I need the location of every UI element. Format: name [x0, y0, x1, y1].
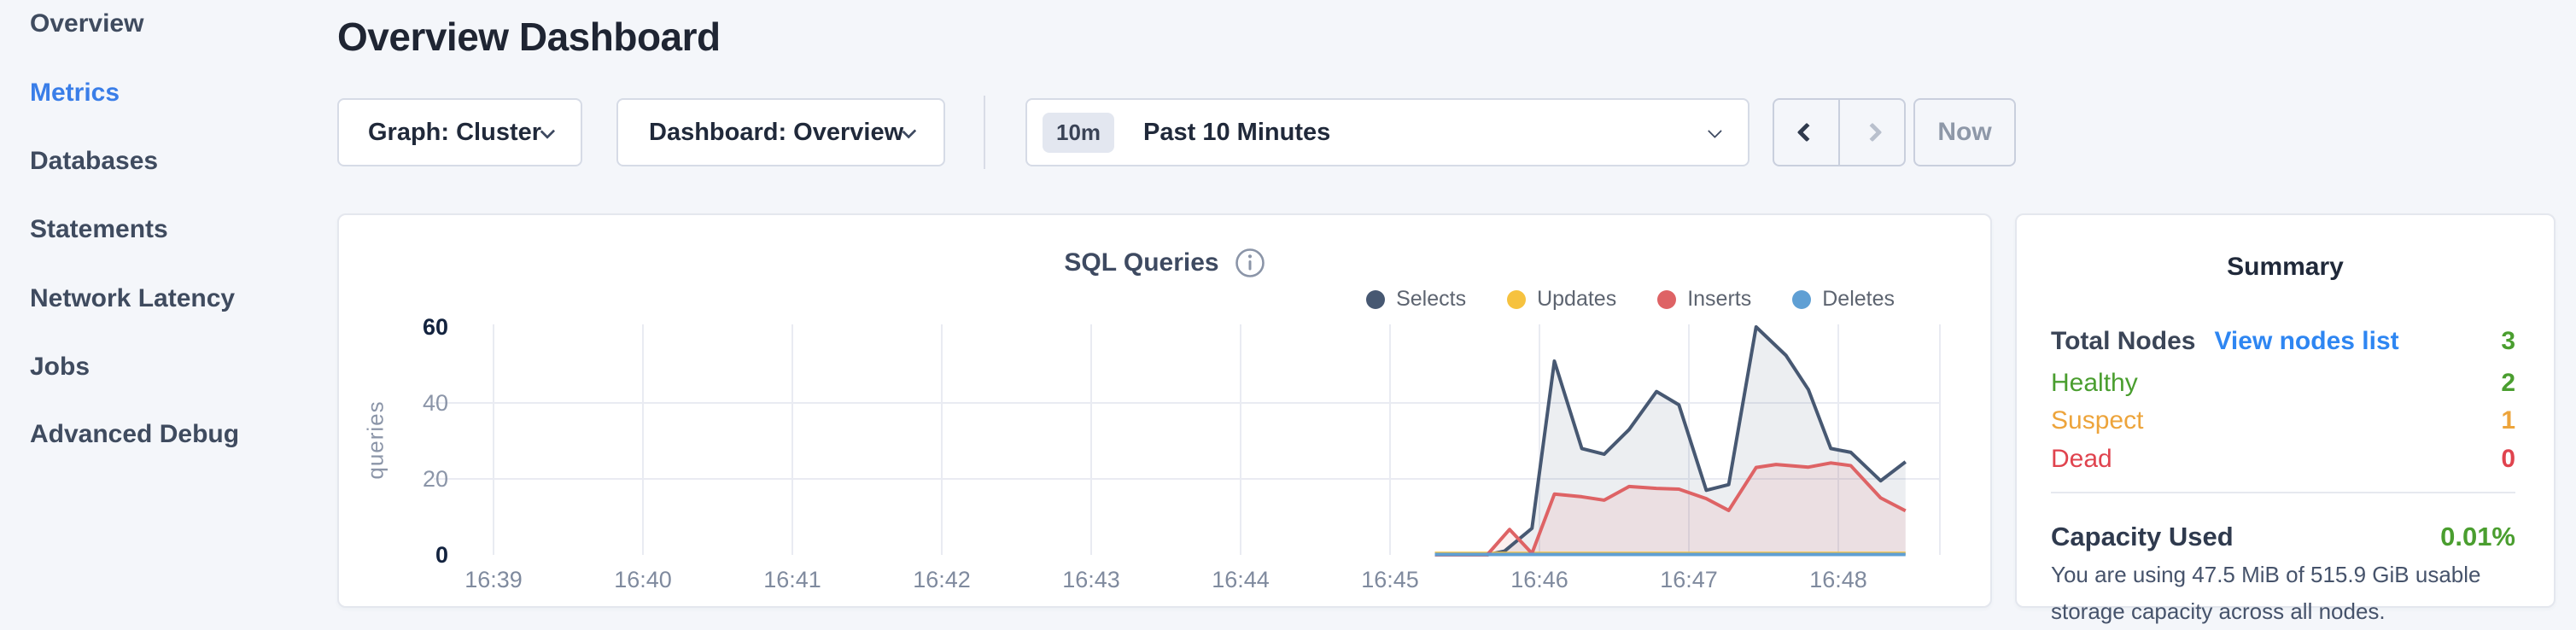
summary-row-total-nodes: Total Nodes View nodes list 3 [2051, 324, 2515, 359]
page-title: Overview Dashboard [337, 14, 721, 60]
now-button[interactable]: Now [1913, 98, 2016, 166]
y-axis-tick: 40 [380, 388, 448, 417]
suspect-value: 1 [2501, 406, 2515, 435]
view-nodes-list-link[interactable]: View nodes list [2214, 327, 2398, 356]
chevron-down-icon [902, 124, 917, 138]
x-axis-tick: 16:42 [882, 567, 1002, 593]
dead-label: Dead [2051, 445, 2112, 474]
healthy-value: 2 [2501, 369, 2515, 398]
healthy-label: Healthy [2051, 369, 2138, 398]
capacity-used-value: 0.01% [2440, 522, 2515, 552]
x-axis-tick: 16:39 [434, 567, 553, 593]
sql-queries-plot [339, 215, 1994, 610]
sidebar-item-network-latency[interactable]: Network Latency [30, 282, 235, 316]
x-axis-tick: 16:48 [1779, 567, 1898, 593]
x-axis-tick: 16:46 [1480, 567, 1599, 593]
x-axis-tick: 16:40 [583, 567, 703, 593]
x-axis-tick: 16:45 [1330, 567, 1450, 593]
controls-divider [984, 96, 985, 169]
summary-row-dead: Dead 0 [2051, 442, 2515, 476]
sidebar-item-metrics[interactable]: Metrics [30, 76, 120, 110]
y-axis-tick: 20 [380, 464, 448, 493]
dashboard-label: Dashboard: Overview [649, 119, 903, 147]
dead-value: 0 [2501, 445, 2515, 474]
graph-scope-label: Graph: Cluster [368, 119, 541, 147]
capacity-used-row: Capacity Used 0.01% [2051, 518, 2515, 556]
total-nodes-value: 3 [2501, 327, 2515, 356]
suspect-label: Suspect [2051, 406, 2143, 435]
x-axis-tick: 16:44 [1181, 567, 1300, 593]
x-axis-tick: 16:43 [1031, 567, 1151, 593]
time-shift-forward-button[interactable] [1838, 100, 1904, 165]
capacity-used-label: Capacity Used [2051, 522, 2234, 552]
chevron-down-icon [1708, 124, 1722, 138]
chevron-down-icon [540, 124, 556, 139]
sidebar-item-statements[interactable]: Statements [30, 213, 168, 247]
time-range-label: Past 10 Minutes [1143, 119, 1330, 147]
chevron-right-icon [1862, 123, 1882, 143]
summary-row-healthy: Healthy 2 [2051, 366, 2515, 400]
summary-divider [2051, 492, 2515, 493]
sidebar-item-databases[interactable]: Databases [30, 144, 158, 178]
total-nodes-label: Total Nodes [2051, 327, 2195, 356]
x-axis-tick: 16:47 [1629, 567, 1749, 593]
sidebar: Overview Metrics Databases Statements Ne… [0, 0, 333, 623]
chevron-left-icon [1796, 123, 1816, 143]
time-shift-back-button[interactable] [1774, 100, 1838, 165]
x-axis-tick: 16:41 [733, 567, 852, 593]
time-range-badge: 10m [1043, 113, 1114, 153]
summary-row-suspect: Suspect 1 [2051, 404, 2515, 438]
sidebar-item-overview[interactable]: Overview [30, 7, 143, 41]
summary-title: Summary [2017, 253, 2554, 282]
time-shift-button-group [1773, 98, 1906, 166]
capacity-description: You are using 47.5 MiB of 515.9 GiB usab… [2051, 557, 2533, 630]
time-range-dropdown[interactable]: 10m Past 10 Minutes [1025, 98, 1749, 166]
y-axis-tick: 0 [380, 540, 448, 569]
sidebar-item-jobs[interactable]: Jobs [30, 350, 90, 384]
graph-scope-dropdown[interactable]: Graph: Cluster [337, 98, 582, 166]
dashboard-dropdown[interactable]: Dashboard: Overview [616, 98, 945, 166]
sidebar-item-advanced-debug[interactable]: Advanced Debug [30, 417, 239, 452]
y-axis-tick: 60 [380, 312, 448, 341]
summary-card: Summary Total Nodes View nodes list 3 He… [2015, 213, 2556, 608]
